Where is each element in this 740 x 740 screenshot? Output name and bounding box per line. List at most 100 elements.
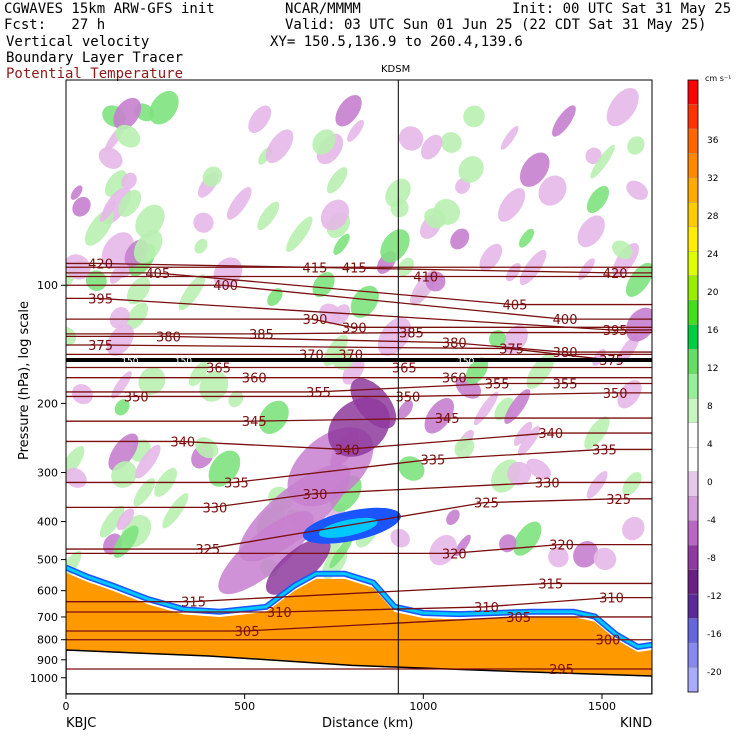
y-tick-label: 900 [37,654,58,667]
velocity-cell [420,134,443,160]
velocity-cell [612,240,633,260]
marker-station-label: KDSM [381,64,411,75]
colorbar-swatch [687,544,699,570]
ground-surface [66,649,652,694]
velocity-cell [135,204,165,238]
model-title: CGWAVES 15km ARW-GFS init [4,1,215,17]
velocity-cell [99,505,125,538]
velocity-cell [473,391,499,426]
velocity-cell [398,126,424,151]
y-tick-label: 1000 [30,672,58,685]
velocity-cell [106,324,134,356]
cross-section-endpoints: XY= 150.5,136.9 to 260.4,139.6 [270,34,523,50]
theta-label: 380 [553,346,578,361]
velocity-cell [335,94,362,127]
theta-contour [66,392,652,398]
theta-label: 415 [342,261,367,276]
theta-contour [66,284,652,320]
velocity-cell [333,233,350,255]
velocity-cell [517,425,541,456]
colorbar-label: 8 [707,402,713,412]
velocity-cell [622,472,642,496]
theta-label: 305 [235,625,260,640]
velocity-cell [380,229,410,263]
colorbar-swatch [687,569,699,595]
velocity-cell [552,105,576,137]
theta-label: 330 [535,476,560,491]
theta-label: 365 [206,361,231,376]
theta-label: 335 [420,454,445,469]
velocity-cell [350,285,379,318]
velocity-cell [149,90,179,125]
theta-contour [66,582,652,603]
velocity-cell [424,398,455,434]
velocity-cell [507,461,532,486]
theta-label: 315 [181,596,206,611]
colorbar-swatch [687,373,699,399]
colorbar-swatch [687,275,699,301]
colorbar-swatch [687,642,699,668]
colorbar-swatch [687,128,699,154]
colorbar-label: 4 [707,440,713,450]
y-tick-label: 300 [37,467,58,480]
velocity-cell [70,185,83,200]
velocity-cell [248,105,272,134]
colorbar-swatch [687,398,699,423]
theta-label: 335 [592,443,617,458]
colorbar: 36 32 28 24 20 16 12 8 4 0 -4 -8 -12 -16 -20 [687,79,722,693]
theta-label: 385 [399,327,424,342]
velocity-cell [617,380,642,409]
theta-label: 320 [442,547,467,562]
colorbar-swatch [687,79,699,105]
velocity-cell [519,228,534,248]
field-boundary-layer-tracer: Boundary Layer Tracer [6,50,184,66]
colorbar-label: -16 [707,630,722,640]
theta-label: 350 [603,387,628,402]
velocity-cell [433,198,461,225]
init-time: Init: 00 UTC Sat 31 May 25 [512,1,732,17]
velocity-cell [114,399,130,416]
x-tick-label: 0 [63,700,70,713]
colorbar-swatch [687,349,699,374]
tropopause-label: 150 [121,357,138,367]
theta-contour [66,331,652,335]
theta-label: 325 [606,493,631,508]
velocity-cell [121,172,137,190]
velocity-cell [98,147,123,169]
velocity-cell [265,129,294,164]
colorbar-swatch [687,422,699,448]
theta-label: 305 [506,611,531,626]
velocity-cell [331,304,351,326]
y-tick-label: 500 [37,554,58,567]
theta-label: 375 [88,339,113,354]
velocity-cell [454,437,475,459]
velocity-cell [625,262,652,297]
colorbar-label: 16 [707,326,719,336]
colorbar-label: 20 [707,288,719,298]
theta-label: 310 [599,592,624,607]
colorbar-swatch [687,618,699,644]
velocity-cell [202,166,223,187]
velocity-cell [526,353,555,389]
tropopause-label: 150 [457,357,474,367]
center-name: NCAR/MMMM [285,1,361,17]
tropopause-label: 150 [175,357,192,367]
velocity-cell [326,167,348,194]
velocity-cell [626,180,649,200]
velocity-cell [66,445,85,482]
colorbar-frame [687,79,699,693]
forecast-hour: Fcst: 27 h [4,17,106,33]
y-tick-label: 200 [37,397,58,410]
velocity-cell [577,215,605,248]
theta-contour [66,318,652,328]
theta-contour [66,543,652,554]
theta-label: 315 [538,577,563,592]
theta-label: 325 [195,543,220,558]
theta-label: 390 [342,321,367,336]
velocity-cell [193,212,214,233]
velocity-cell [586,185,610,214]
valid-time: Valid: 03 UTC Sun 01 Jun 25 (22 CDT Sat … [285,17,707,33]
colorbar-swatch [687,520,699,546]
theta-label: 380 [156,330,181,345]
velocity-cell [538,175,567,206]
